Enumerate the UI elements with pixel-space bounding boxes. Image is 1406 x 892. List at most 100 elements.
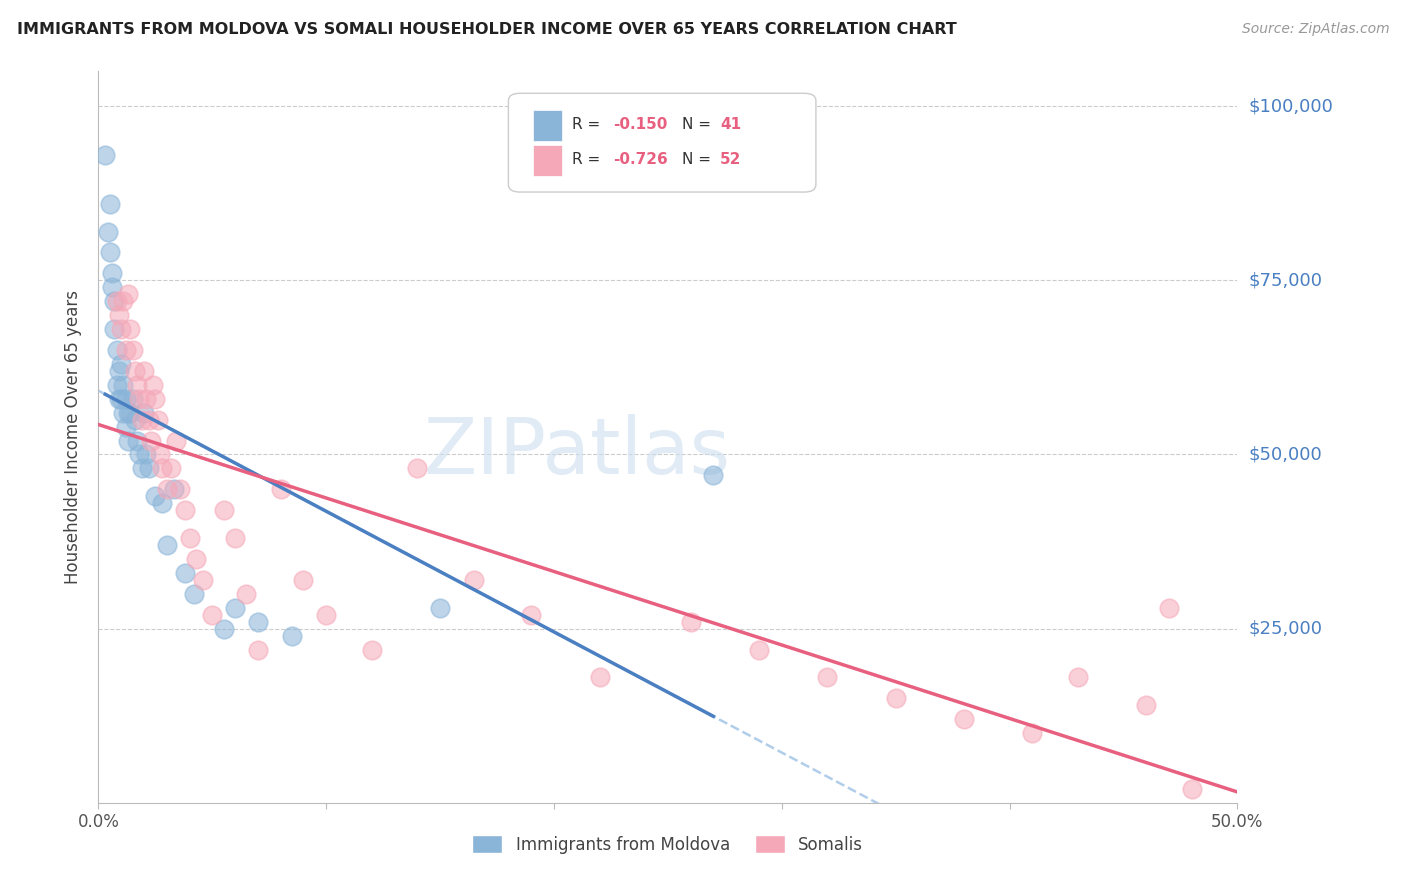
- Point: [138, 461, 160, 475]
- Point: [1067, 670, 1090, 684]
- Point: [281, 629, 304, 643]
- Point: [105, 377, 128, 392]
- Point: [1135, 698, 1157, 713]
- Point: [149, 448, 172, 462]
- Point: [315, 607, 337, 622]
- Point: [174, 503, 197, 517]
- Point: [150, 461, 173, 475]
- Point: [138, 412, 160, 426]
- Point: [112, 406, 135, 420]
- Point: [953, 712, 976, 726]
- Point: [463, 573, 485, 587]
- Point: [127, 434, 149, 448]
- Text: $50,000: $50,000: [1249, 445, 1322, 464]
- Point: [224, 600, 246, 615]
- Text: $75,000: $75,000: [1249, 271, 1323, 289]
- Point: [110, 322, 132, 336]
- Point: [156, 483, 179, 497]
- Text: -0.150: -0.150: [613, 117, 668, 131]
- Point: [110, 392, 132, 406]
- Point: [121, 392, 143, 406]
- Point: [98, 245, 121, 260]
- Point: [108, 308, 131, 322]
- Point: [186, 552, 208, 566]
- Point: [748, 642, 770, 657]
- Point: [124, 412, 146, 426]
- Text: $25,000: $25,000: [1249, 620, 1323, 638]
- Point: [117, 406, 139, 420]
- Point: [1157, 600, 1180, 615]
- Point: [139, 434, 162, 448]
- Y-axis label: Householder Income Over 65 years: Householder Income Over 65 years: [65, 290, 83, 584]
- Point: [270, 483, 292, 497]
- Point: [145, 489, 167, 503]
- Point: [105, 343, 128, 357]
- Point: [1181, 781, 1204, 796]
- Point: [105, 294, 128, 309]
- Point: [156, 538, 179, 552]
- Point: [162, 483, 184, 497]
- Text: ZIPatlas: ZIPatlas: [423, 414, 730, 490]
- Point: [117, 434, 139, 448]
- Point: [520, 607, 543, 622]
- Point: [815, 670, 838, 684]
- Point: [131, 412, 153, 426]
- Point: [128, 448, 150, 462]
- Point: [114, 392, 136, 406]
- Text: R =: R =: [572, 117, 606, 131]
- Point: [135, 392, 157, 406]
- Point: [110, 357, 132, 371]
- Point: [588, 670, 610, 684]
- Point: [165, 434, 187, 448]
- Text: N =: N =: [682, 152, 716, 167]
- Point: [702, 468, 724, 483]
- FancyBboxPatch shape: [533, 145, 562, 176]
- Point: [131, 461, 153, 475]
- Point: [98, 196, 121, 211]
- Point: [179, 531, 201, 545]
- Point: [124, 364, 146, 378]
- Point: [108, 364, 131, 378]
- Point: [94, 148, 117, 162]
- Point: [114, 419, 136, 434]
- FancyBboxPatch shape: [509, 94, 815, 192]
- Point: [292, 573, 315, 587]
- Point: [146, 412, 169, 426]
- Point: [96, 225, 118, 239]
- Text: N =: N =: [682, 117, 716, 131]
- Text: $100,000: $100,000: [1249, 97, 1333, 115]
- Point: [360, 642, 382, 657]
- Point: [128, 392, 150, 406]
- Point: [193, 573, 215, 587]
- Text: 41: 41: [720, 117, 741, 131]
- Point: [112, 377, 135, 392]
- Point: [114, 343, 136, 357]
- Point: [679, 615, 702, 629]
- Point: [201, 607, 224, 622]
- Point: [120, 322, 142, 336]
- Text: -0.726: -0.726: [613, 152, 668, 167]
- Point: [108, 392, 131, 406]
- Text: R =: R =: [572, 152, 606, 167]
- Point: [174, 566, 197, 580]
- Point: [246, 615, 269, 629]
- Point: [429, 600, 451, 615]
- Point: [884, 691, 907, 706]
- Point: [103, 294, 125, 309]
- Point: [160, 461, 183, 475]
- Point: [183, 587, 205, 601]
- Legend: Immigrants from Moldova, Somalis: Immigrants from Moldova, Somalis: [465, 829, 870, 860]
- Point: [121, 343, 143, 357]
- Point: [120, 406, 142, 420]
- Point: [103, 322, 125, 336]
- Point: [224, 531, 246, 545]
- Point: [142, 377, 165, 392]
- Point: [101, 280, 124, 294]
- Text: Source: ZipAtlas.com: Source: ZipAtlas.com: [1241, 22, 1389, 37]
- Point: [1021, 726, 1043, 740]
- Point: [150, 496, 173, 510]
- Point: [145, 392, 167, 406]
- Text: IMMIGRANTS FROM MOLDOVA VS SOMALI HOUSEHOLDER INCOME OVER 65 YEARS CORRELATION C: IMMIGRANTS FROM MOLDOVA VS SOMALI HOUSEH…: [17, 22, 956, 37]
- Point: [112, 294, 135, 309]
- Point: [132, 364, 155, 378]
